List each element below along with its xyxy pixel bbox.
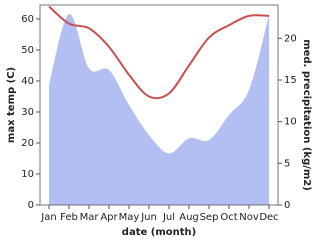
y2-axis-label: med. precipitation (kg/m2) bbox=[301, 39, 312, 191]
y2-tick-label: 5 bbox=[284, 158, 290, 169]
x-tick-label: Jan bbox=[40, 212, 56, 223]
y-tick-label: 0 bbox=[28, 200, 34, 211]
x-tick-label: Jul bbox=[162, 212, 175, 223]
y2-tick-label: 10 bbox=[284, 117, 297, 128]
x-tick-label: Dec bbox=[259, 212, 278, 223]
x-tick-label: Apr bbox=[100, 212, 118, 223]
y-tick-label: 10 bbox=[21, 169, 34, 180]
y-tick-label: 40 bbox=[21, 76, 34, 87]
x-tick-label: Feb bbox=[60, 212, 78, 223]
x-tick-label: Oct bbox=[220, 212, 237, 223]
y2-tick-label: 15 bbox=[284, 75, 297, 86]
x-axis-label: date (month) bbox=[122, 227, 196, 238]
temp-line bbox=[48, 5, 270, 100]
precip-area bbox=[49, 14, 269, 205]
y-axis-label: max temp (C) bbox=[6, 67, 17, 143]
x-tick-label: Sep bbox=[200, 212, 219, 223]
y-tick-label: 60 bbox=[21, 14, 34, 25]
x-tick-label: May bbox=[119, 212, 140, 223]
x-tick-label: Mar bbox=[80, 212, 100, 223]
plot-frame bbox=[39, 4, 279, 206]
x-tick-label: Aug bbox=[179, 212, 199, 223]
y2-tick-label: 20 bbox=[284, 33, 297, 44]
y-tick-label: 30 bbox=[21, 107, 34, 118]
x-tick-label: Nov bbox=[239, 212, 259, 223]
y2-tick-label: 0 bbox=[284, 200, 290, 211]
x-tick-label: Jun bbox=[140, 212, 157, 223]
y-tick-label: 20 bbox=[21, 138, 34, 149]
y-tick-label: 50 bbox=[21, 45, 34, 56]
